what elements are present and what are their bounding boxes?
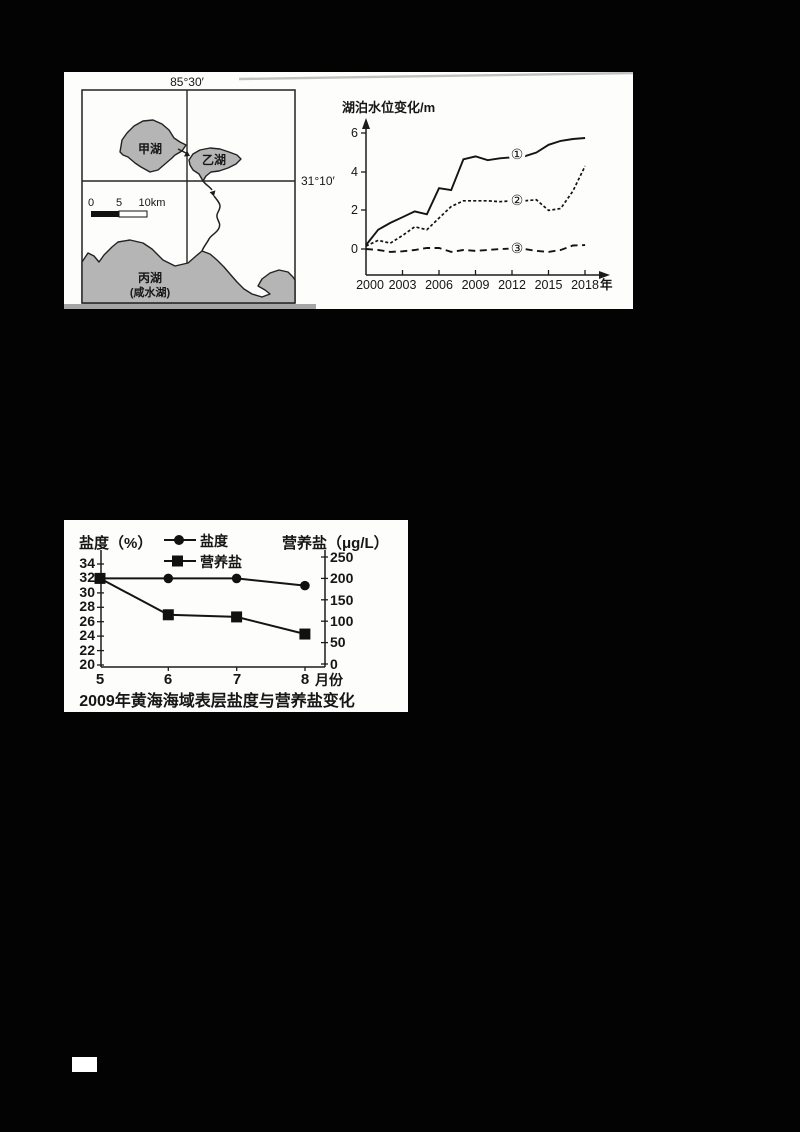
figure1-canvas: 85°30′ 31°10′ 甲湖 乙湖 丙湖 (咸水湖) — [64, 72, 633, 309]
month-label: 7 — [233, 671, 241, 688]
lake-jia-shape — [119, 119, 187, 173]
nutrient-markers — [94, 572, 311, 640]
latitude-label: 31°10′ — [301, 174, 335, 188]
scale-0-label: 0 — [88, 197, 94, 209]
lake-yi-shape — [188, 147, 242, 182]
circle-marker-icon — [174, 535, 184, 545]
right-tick-label: 100 — [330, 613, 354, 629]
left-tick-label: 32 — [79, 569, 95, 585]
left-tick-label: 28 — [79, 598, 95, 614]
right-tick-label: 250 — [330, 549, 354, 565]
scan-artifact — [72, 1057, 97, 1072]
square-marker — [94, 572, 106, 584]
series2-label-bg — [508, 191, 526, 209]
y-tick-label: 4 — [351, 165, 358, 179]
legend-nutrient-label: 营养盐 — [200, 554, 242, 570]
river-flow-arrow-icon — [209, 190, 216, 197]
figure2-canvas: 盐度（%） 营养盐（μg/L） 盐度 营养盐 34 — [79, 533, 389, 710]
left-tick-label: 34 — [79, 555, 95, 571]
month-label: 5 — [96, 671, 104, 688]
lake-yi-label: 乙湖 — [202, 152, 226, 167]
channel-line — [177, 148, 187, 154]
lake-bing-shape — [81, 239, 296, 304]
x-tick-label: 2003 — [389, 278, 417, 292]
lake-map: 85°30′ 31°10′ 甲湖 乙湖 丙湖 (咸水湖) — [81, 75, 335, 304]
lake-bing-note: (咸水湖) — [130, 285, 171, 299]
square-marker — [299, 628, 311, 640]
square-marker — [162, 609, 174, 621]
x-tick-label: 2015 — [535, 278, 563, 292]
lake-jia-label: 甲湖 — [138, 141, 162, 156]
right-tick-label: 150 — [330, 592, 354, 608]
right-axis-title: 营养盐（μg/L） — [282, 534, 389, 552]
chart1-title: 湖泊水位变化/m — [342, 100, 435, 115]
scan-shadow — [64, 304, 316, 309]
chart2-x-ticks: 5 6 7 8 月份 — [96, 667, 344, 688]
series-line-3 — [365, 244, 586, 253]
chart2-legend: 盐度 营养盐 — [164, 533, 242, 570]
figure-lake-map-and-levels: 85°30′ 31°10′ 甲湖 乙湖 丙湖 (咸水湖) — [64, 72, 633, 309]
flow-arrow-icon — [184, 150, 190, 157]
circle-marker — [300, 580, 310, 591]
scale-10-label: 10km — [139, 197, 166, 209]
x-tick-label: 2000 — [356, 278, 384, 292]
x-tick-label: 2012 — [498, 278, 526, 292]
chart2-left-ticks: 34 32 30 28 26 24 22 20 — [79, 555, 104, 672]
right-tick-label: 0 — [330, 656, 338, 672]
x-tick-label: 2009 — [462, 278, 490, 292]
series3-label: ③ — [511, 240, 524, 256]
legend-salinity-label: 盐度 — [200, 533, 229, 549]
longitude-label: 85°30′ — [170, 75, 204, 89]
x-axis-arrow-icon — [599, 271, 610, 279]
y-tick-label: 2 — [351, 203, 358, 217]
lake-level-chart: 湖泊水位变化/m 6 4 2 0 — [342, 100, 613, 292]
left-tick-label: 20 — [79, 656, 95, 672]
left-tick-label: 26 — [79, 613, 95, 629]
y-tick-label: 0 — [351, 242, 358, 256]
nutrient-line — [99, 577, 306, 635]
circle-marker — [163, 573, 174, 584]
month-label: 8 — [301, 671, 309, 688]
map-scale-bar: 0 5 10km — [88, 197, 166, 218]
figure-salinity-nutrient: 盐度（%） 营养盐（μg/L） 盐度 营养盐 34 — [64, 520, 408, 712]
left-axis-title: 盐度（%） — [79, 534, 152, 552]
river-line — [201, 180, 221, 252]
left-tick-label: 24 — [79, 627, 95, 643]
right-tick-label: 200 — [330, 570, 354, 586]
scale-bar-open — [118, 210, 148, 218]
square-marker-icon — [172, 555, 183, 567]
chart2-right-ticks: 250 200 150 100 50 0 — [321, 549, 354, 672]
series-line-2 — [365, 165, 586, 247]
series1-label-bg — [508, 145, 526, 163]
square-marker — [231, 611, 243, 623]
x-tick-label: 2018 — [571, 278, 599, 292]
series-line-1 — [365, 137, 586, 246]
salinity-line — [100, 577, 306, 587]
scale-5-label: 5 — [116, 197, 122, 209]
month-unit-label: 月份 — [314, 672, 344, 688]
scale-bar-filled — [91, 211, 119, 217]
lake-bing-label: 丙湖 — [138, 270, 162, 285]
series1-label: ① — [511, 146, 524, 162]
series2-label: ② — [511, 192, 524, 208]
y-tick-label: 6 — [351, 126, 358, 140]
chart2-title: 2009年黄海海域表层盐度与营养盐变化 — [79, 691, 355, 710]
x-tick-label: 2006 — [425, 278, 453, 292]
y-axis-arrow-icon — [362, 118, 370, 129]
series3-label-bg — [508, 239, 526, 257]
circle-marker — [231, 573, 242, 584]
left-tick-label: 22 — [79, 642, 95, 658]
left-tick-label: 30 — [79, 584, 95, 600]
scan-streak — [238, 72, 633, 81]
month-label: 6 — [164, 671, 172, 688]
right-tick-label: 50 — [330, 634, 346, 650]
x-axis-unit: 年 — [600, 277, 613, 292]
